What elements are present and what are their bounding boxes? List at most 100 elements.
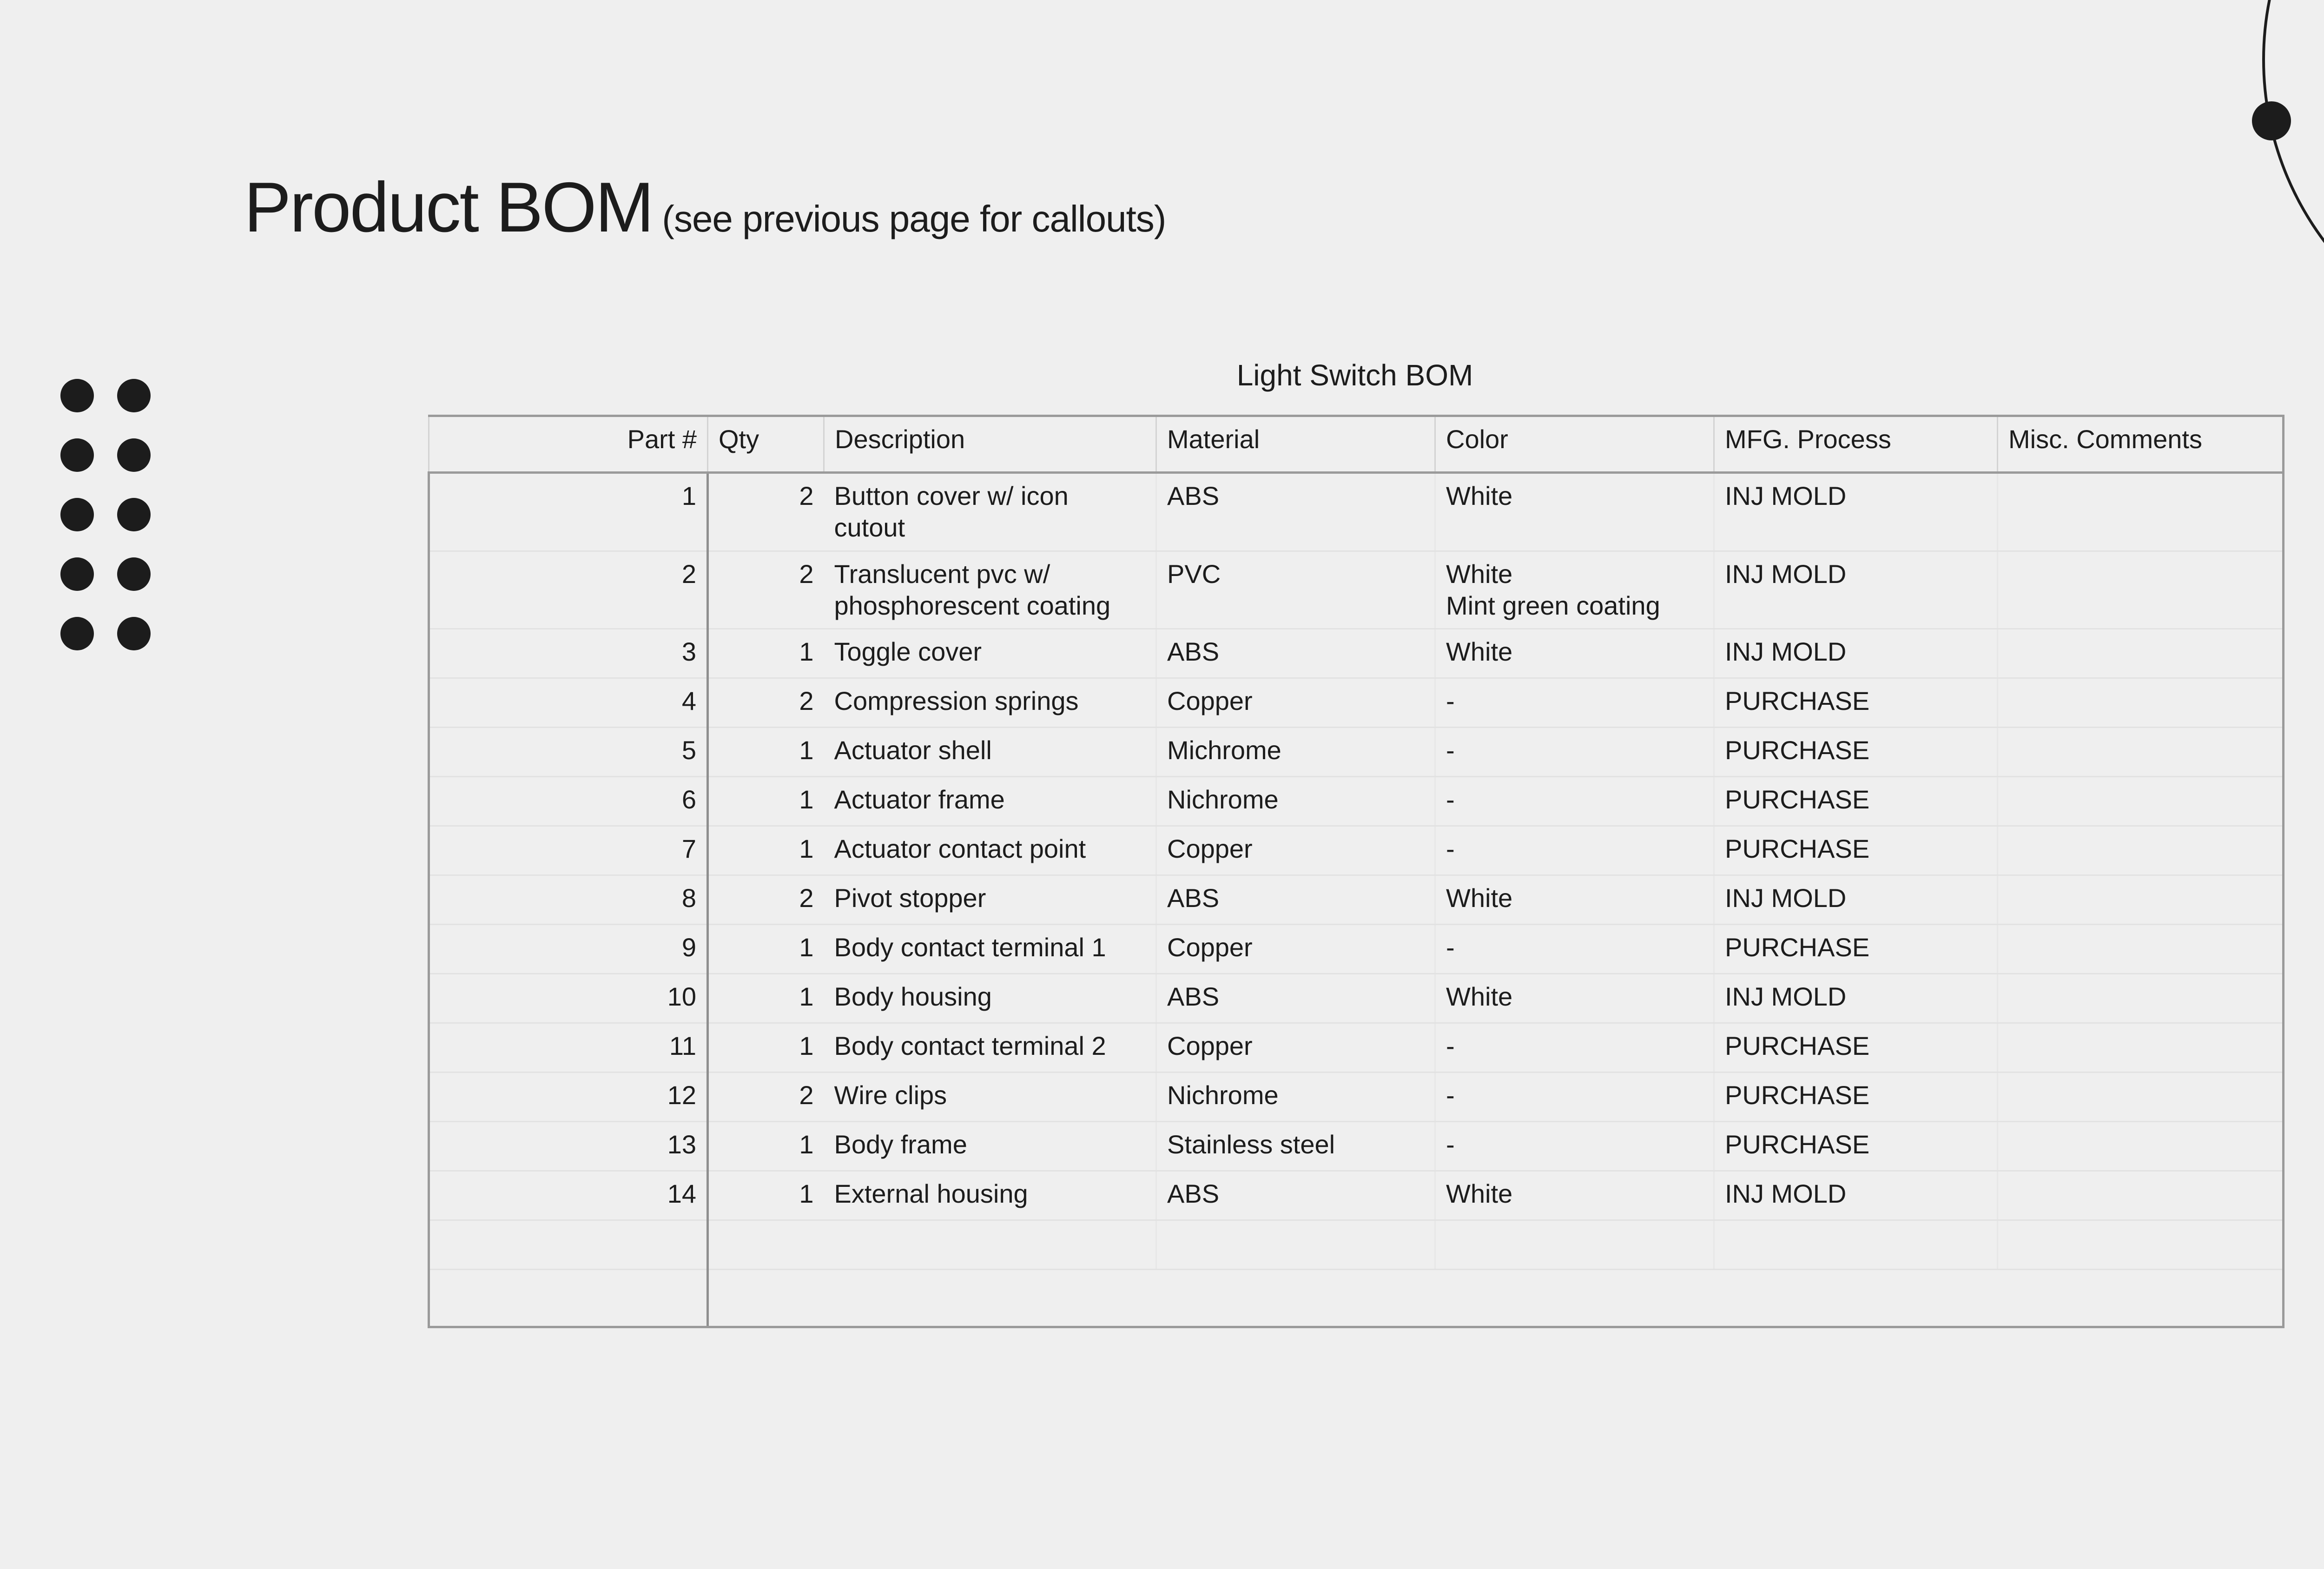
cell-description-line: External housing — [834, 1179, 1028, 1209]
cell-misc-comments — [1997, 924, 2284, 975]
cell-material: Nichrome — [1156, 776, 1436, 827]
cell-description: Wire clips — [824, 1072, 1157, 1123]
cell-description: Translucent pvc w/phosphorescent coating — [824, 551, 1157, 630]
cell-color: White — [1435, 1171, 1715, 1221]
table-row[interactable]: 12 2 Wire clips Nichrome - PURCHASE — [428, 1072, 2284, 1123]
bom-table-header: Part # Qty Description Material Color MF… — [428, 415, 2284, 474]
cell-misc-comments — [1997, 776, 2284, 827]
cell-description-line: Translucent pvc w/ — [834, 559, 1050, 589]
cell-description — [824, 1220, 1157, 1271]
cell-description-line: Actuator shell — [834, 735, 992, 765]
cell-color: - — [1435, 924, 1715, 975]
cell-qty: 2 — [707, 1072, 824, 1123]
cell-part-number: 7 — [428, 826, 709, 876]
cell-material: Copper — [1156, 924, 1436, 975]
page-title-subtitle: (see previous page for callouts) — [662, 198, 1166, 239]
cell-description: Button cover w/ icon cutout — [824, 472, 1157, 552]
cell-mfg-process — [1714, 1220, 1998, 1271]
cell-qty: 1 — [707, 727, 824, 778]
page-title-main: Product BOM — [244, 168, 654, 247]
cell-color-line: White — [1446, 1179, 1513, 1209]
table-row[interactable]: 1 2 Button cover w/ icon cutout ABS White INJ … — [428, 472, 2284, 552]
cell-description: Body contact terminal 1 — [824, 924, 1157, 975]
cell-mfg-process: PURCHASE — [1714, 1072, 1998, 1123]
cell-qty: 2 — [707, 875, 824, 926]
cell-description: Actuator frame — [824, 776, 1157, 827]
table-row[interactable]: 7 1 Actuator contact point Copper - PURCHASE — [428, 826, 2284, 876]
cell-qty: 2 — [707, 678, 824, 728]
cell-color-line: White — [1446, 883, 1513, 913]
cell-description: Body frame — [824, 1121, 1157, 1172]
cell-color: White — [1435, 472, 1715, 552]
cell-color: - — [1435, 1121, 1715, 1172]
cell-misc-comments — [1997, 629, 2284, 679]
cell-qty: 1 — [707, 776, 824, 827]
dot-grid-decoration — [60, 379, 151, 676]
table-row[interactable]: 5 1 Actuator shell Michrome - PURCHASE — [428, 727, 2284, 778]
cell-qty: 1 — [707, 973, 824, 1024]
table-row[interactable]: 3 1 Toggle cover ABS White INJ MOLD — [428, 629, 2284, 679]
cell-part-number: 2 — [428, 551, 709, 630]
dot — [60, 498, 94, 531]
cell-part-number: 8 — [428, 875, 709, 926]
cell-color: - — [1435, 1023, 1715, 1073]
table-row[interactable]: 9 1 Body contact terminal 1 Copper - PURCHASE — [428, 924, 2284, 975]
cell-color: White — [1435, 875, 1715, 926]
column-header-qty[interactable]: Qty — [707, 415, 825, 474]
column-header-misc-comments[interactable]: Misc. Comments — [1997, 415, 2284, 474]
column-header-part[interactable]: Part # — [428, 415, 708, 474]
cell-misc-comments — [1997, 973, 2284, 1024]
cell-color-line: Mint green coating — [1446, 590, 1660, 620]
cell-qty: 1 — [707, 1023, 824, 1073]
cell-description: External housing — [824, 1171, 1157, 1221]
cell-description: Actuator shell — [824, 727, 1157, 778]
cell-misc-comments — [1997, 1072, 2284, 1123]
table-row[interactable]: 4 2 Compression springs Copper - PURCHASE — [428, 678, 2284, 728]
cell-qty: 1 — [707, 826, 824, 876]
table-row[interactable] — [428, 1220, 2284, 1271]
cell-material: Copper — [1156, 678, 1436, 728]
cell-description-line: Toggle cover — [834, 637, 982, 667]
table-row[interactable]: 10 1 Body housing ABS White INJ MOLD — [428, 973, 2284, 1024]
dot — [117, 438, 151, 472]
cell-color: White — [1435, 973, 1715, 1024]
table-row[interactable]: 14 1 External housing ABS White INJ MOLD — [428, 1171, 2284, 1221]
table-row[interactable]: 11 1 Body contact terminal 2 Copper - PURCHAS… — [428, 1023, 2284, 1073]
table-row[interactable]: 2 2 Translucent pvc w/phosphorescent coati… — [428, 551, 2284, 630]
cell-misc-comments — [1997, 727, 2284, 778]
cell-qty — [707, 1269, 824, 1329]
cell-color-line: White — [1446, 481, 1513, 510]
cell-material: Copper — [1156, 1023, 1436, 1073]
cell-misc-comments — [1997, 826, 2284, 876]
table-row[interactable]: 8 2 Pivot stopper ABS White INJ MOLD — [428, 875, 2284, 926]
column-header-color[interactable]: Color — [1435, 415, 1715, 474]
cell-qty: 2 — [707, 551, 824, 630]
table-row[interactable]: 13 1 Body frame Stainless steel - PURCHASE — [428, 1121, 2284, 1172]
cell-misc-comments — [1997, 472, 2284, 552]
cell-qty: 1 — [707, 1171, 824, 1221]
cell-qty: 1 — [707, 924, 824, 975]
dot — [117, 379, 151, 412]
cell-color: - — [1435, 826, 1715, 876]
cell-material: PVC — [1156, 551, 1436, 630]
cell-qty — [707, 1220, 824, 1271]
cell-description-line: Actuator contact point — [834, 834, 1086, 864]
cell-description-line: Body frame — [834, 1130, 967, 1159]
cell-material — [1156, 1220, 1436, 1271]
table-row[interactable] — [428, 1269, 2284, 1329]
cell-misc-comments — [1997, 678, 2284, 728]
cell-description: Pivot stopper — [824, 875, 1157, 926]
cell-color: - — [1435, 776, 1715, 827]
column-header-description[interactable]: Description — [824, 415, 1157, 474]
column-header-material[interactable]: Material — [1156, 415, 1436, 474]
column-header-mfg-process[interactable]: MFG. Process — [1714, 415, 1998, 474]
cell-description — [824, 1269, 1156, 1329]
cell-description: Actuator contact point — [824, 826, 1157, 876]
table-row[interactable]: 6 1 Actuator frame Nichrome - PURCHASE — [428, 776, 2284, 827]
ring-outline — [2262, 0, 2324, 243]
cell-color — [1435, 1220, 1715, 1271]
cell-part-number: 3 — [428, 629, 709, 679]
cell-mfg-process: INJ MOLD — [1714, 1171, 1998, 1221]
cell-part-number: 11 — [428, 1023, 709, 1073]
table-caption: Light Switch BOM — [1236, 358, 1473, 392]
